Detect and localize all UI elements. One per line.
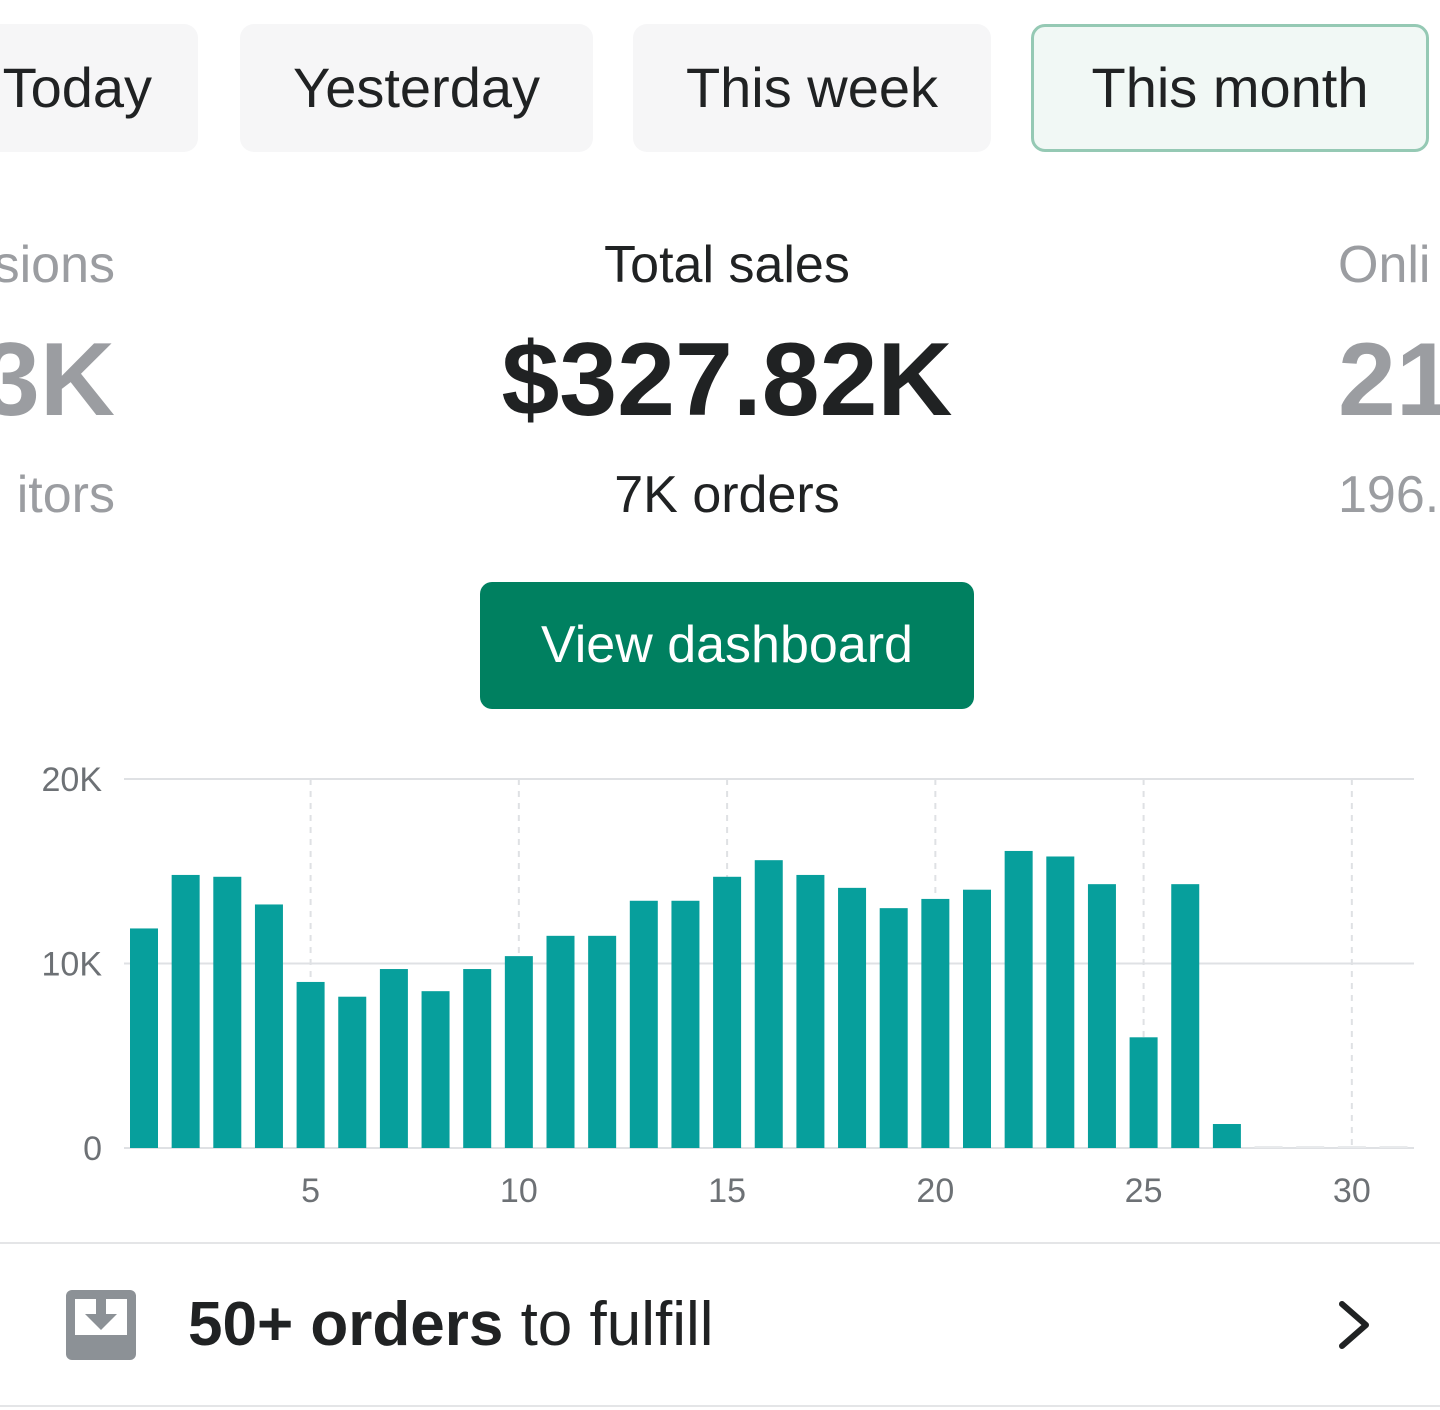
- y-tick-label: 10K: [42, 946, 103, 984]
- tab-this-month[interactable]: This month: [1031, 24, 1429, 152]
- metric-value: $327.82K: [501, 322, 953, 438]
- tab-yesterday[interactable]: Yesterday: [240, 24, 593, 152]
- metric-card-online[interactable]: Onli 21 196.: [1338, 230, 1440, 530]
- chart-bar: [421, 991, 450, 1148]
- x-tick-label: 10: [500, 1172, 538, 1210]
- chart-bar: [171, 874, 200, 1148]
- metric-sub: itors: [16, 466, 115, 524]
- metric-label: Onli: [1338, 236, 1431, 294]
- chart-bar: [504, 956, 533, 1148]
- chart-bar: [713, 876, 742, 1148]
- chart-bar: [213, 876, 242, 1148]
- download-tray-icon: [66, 1290, 136, 1360]
- chart-bar: [921, 898, 950, 1148]
- metric-card-total-sales[interactable]: Total sales $327.82K 7K orders: [420, 230, 1034, 530]
- divider: [0, 1405, 1440, 1407]
- orders-to-fulfill-row[interactable]: 50+ orders to fulfill: [0, 1244, 1440, 1405]
- x-tick-label: 25: [1125, 1172, 1163, 1210]
- chart-bar: [796, 874, 825, 1148]
- chevron-right-icon: [1339, 1301, 1369, 1349]
- y-tick-label: 0: [83, 1130, 102, 1168]
- chart-bar: [463, 969, 492, 1148]
- tab-today[interactable]: Today: [0, 24, 198, 152]
- chart-bar: [1004, 850, 1033, 1148]
- x-tick-label: 20: [916, 1172, 954, 1210]
- metric-card-sessions[interactable]: sions 3K itors: [0, 230, 115, 530]
- sales-bar-chart: 20K 10K 0 5 10 15 20 25 30: [42, 761, 1414, 1210]
- divider: [0, 1242, 1440, 1244]
- chart-bar: [130, 928, 158, 1148]
- chart-bar: [754, 860, 783, 1148]
- chart-bar: [879, 908, 908, 1148]
- chart-bar: [296, 981, 325, 1148]
- orders-to-fulfill-text: 50+ orders to fulfill: [188, 1244, 714, 1405]
- chart-bar: [254, 904, 283, 1148]
- fulfill-suffix: to fulfill: [503, 1290, 714, 1359]
- metric-sub: 7K orders: [614, 466, 840, 524]
- chart-bar: [1171, 884, 1200, 1148]
- metric-sub: 196.: [1338, 466, 1440, 524]
- chart-bar: [1087, 884, 1116, 1148]
- chart-bar: [379, 969, 408, 1148]
- chart-bar: [338, 996, 367, 1148]
- x-tick-label: 15: [708, 1172, 746, 1210]
- metric-value: 3K: [0, 322, 115, 438]
- chart-bar: [546, 935, 575, 1148]
- view-dashboard-button[interactable]: View dashboard: [480, 582, 974, 709]
- tab-this-week[interactable]: This week: [633, 24, 991, 152]
- chart-bar: [588, 935, 617, 1148]
- y-tick-label: 20K: [42, 761, 103, 799]
- chart-bar: [1212, 1124, 1241, 1148]
- chart-bar: [1379, 1146, 1408, 1148]
- orders-count: 50+ orders: [188, 1290, 504, 1359]
- chart-bar: [1296, 1146, 1325, 1148]
- chart-bar: [838, 887, 867, 1148]
- metric-label: sions: [0, 236, 115, 294]
- metric-label: Total sales: [604, 236, 850, 294]
- chart-bar: [963, 889, 991, 1148]
- metric-value: 21: [1338, 322, 1440, 438]
- chart-bar: [1129, 1037, 1158, 1148]
- chart-bar: [1254, 1146, 1283, 1148]
- x-tick-label: 5: [301, 1172, 320, 1210]
- chart-bar: [671, 900, 700, 1148]
- chart-bar: [629, 900, 658, 1148]
- chart-bar: [1046, 856, 1075, 1148]
- chart-bar: [1337, 1146, 1366, 1148]
- x-tick-label: 30: [1333, 1172, 1371, 1210]
